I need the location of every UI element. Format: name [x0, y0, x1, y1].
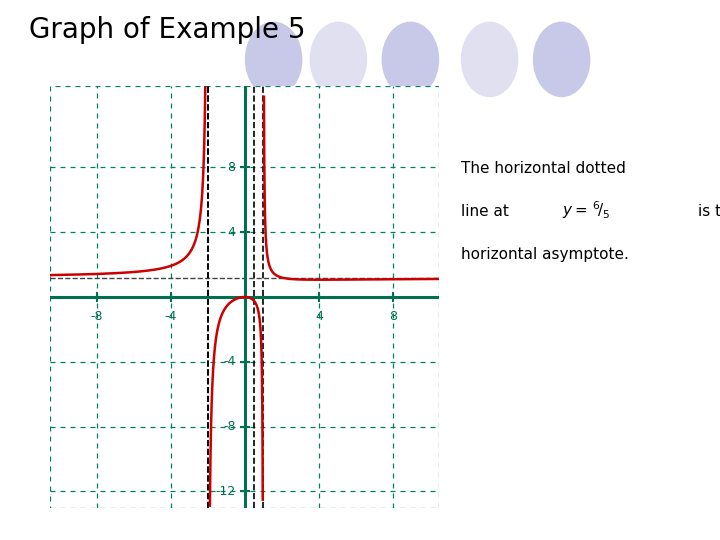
Text: 8: 8 [389, 310, 397, 323]
Text: 4: 4 [228, 226, 235, 239]
Text: horizontal asymptote.: horizontal asymptote. [461, 247, 629, 262]
Text: The horizontal dotted: The horizontal dotted [461, 161, 626, 176]
Text: -4: -4 [165, 310, 177, 323]
Text: -12: -12 [215, 485, 235, 498]
Text: -4: -4 [223, 355, 235, 368]
Text: 4: 4 [315, 310, 323, 323]
Text: 8: 8 [228, 161, 235, 174]
Text: Graph of Example 5: Graph of Example 5 [29, 16, 305, 44]
Text: line at: line at [461, 204, 508, 219]
Text: is the: is the [698, 204, 720, 219]
Text: -8: -8 [223, 420, 235, 433]
Text: $y = \,^6\!/_5$: $y = \,^6\!/_5$ [562, 199, 610, 221]
Text: -8: -8 [91, 310, 103, 323]
